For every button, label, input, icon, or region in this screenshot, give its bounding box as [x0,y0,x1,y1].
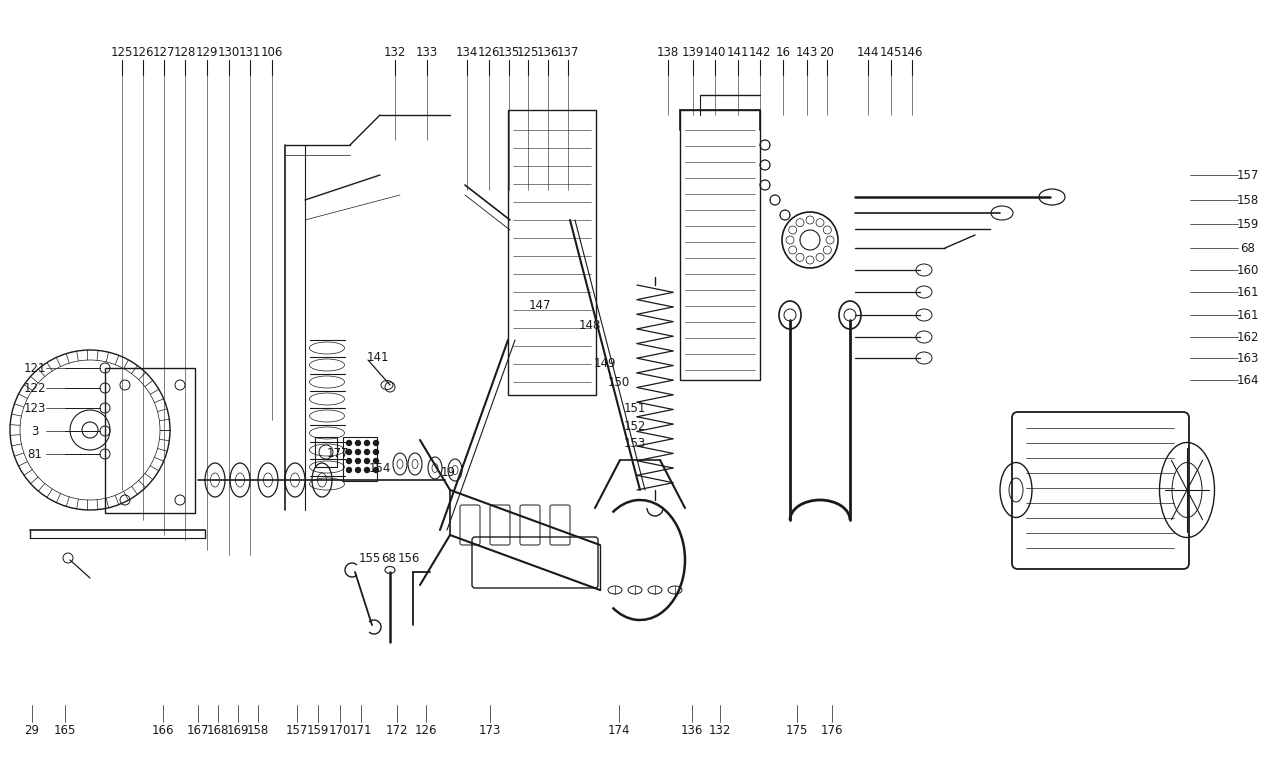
Circle shape [347,440,352,446]
Text: 133: 133 [416,45,438,58]
Circle shape [365,467,370,473]
Text: 155: 155 [358,552,381,565]
Text: 132: 132 [384,45,406,58]
Text: 20: 20 [819,45,835,58]
Text: 131: 131 [239,45,261,58]
Text: 122: 122 [24,382,46,394]
Text: 19: 19 [440,466,456,478]
Text: 177: 177 [326,446,349,460]
Text: 68: 68 [1240,241,1256,255]
Text: 123: 123 [24,401,46,414]
Text: 106: 106 [261,45,283,58]
Circle shape [356,440,361,446]
Text: 127: 127 [152,45,175,58]
Text: 174: 174 [608,724,630,736]
Text: 159: 159 [307,724,329,736]
Text: 141: 141 [727,45,749,58]
Text: 168: 168 [207,724,229,736]
Text: 126: 126 [415,724,438,736]
Circle shape [347,467,352,473]
Text: 139: 139 [682,45,704,58]
Text: 164: 164 [1236,373,1260,386]
Text: 132: 132 [709,724,731,736]
Text: 149: 149 [594,357,616,369]
Text: 125: 125 [111,45,133,58]
Text: 171: 171 [349,724,372,736]
Text: 29: 29 [24,724,40,736]
Text: 148: 148 [579,319,602,332]
Text: 140: 140 [704,45,726,58]
Text: 3: 3 [31,425,38,438]
Text: 81: 81 [28,447,42,460]
Text: 173: 173 [479,724,502,736]
Text: 170: 170 [329,724,351,736]
Text: 136: 136 [681,724,703,736]
Text: 153: 153 [623,436,646,449]
Text: 157: 157 [285,724,308,736]
Text: 154: 154 [369,461,392,474]
Text: 172: 172 [385,724,408,736]
Circle shape [374,459,379,464]
Text: 134: 134 [456,45,479,58]
Text: 158: 158 [247,724,269,736]
Text: 16: 16 [776,45,791,58]
Text: 125: 125 [517,45,539,58]
Text: 128: 128 [174,45,196,58]
Circle shape [347,459,352,464]
Text: 159: 159 [1236,217,1260,231]
Circle shape [356,467,361,473]
Text: 175: 175 [786,724,808,736]
Circle shape [347,449,352,454]
Text: 144: 144 [856,45,879,58]
Circle shape [365,449,370,454]
Circle shape [374,449,379,454]
Text: 161: 161 [1236,285,1260,298]
Text: 160: 160 [1236,263,1260,277]
Text: 141: 141 [367,351,389,364]
Circle shape [356,449,361,454]
Text: 137: 137 [557,45,579,58]
Circle shape [374,440,379,446]
Text: 156: 156 [398,552,420,565]
Text: 147: 147 [529,298,552,312]
Text: 166: 166 [152,724,174,736]
Circle shape [365,459,370,464]
Text: 136: 136 [536,45,559,58]
Text: 142: 142 [749,45,772,58]
Text: 162: 162 [1236,330,1260,344]
Text: 146: 146 [901,45,923,58]
Circle shape [365,440,370,446]
Circle shape [356,459,361,464]
Text: 167: 167 [187,724,209,736]
Text: 161: 161 [1236,308,1260,322]
Text: 165: 165 [54,724,77,736]
Text: 151: 151 [623,401,646,414]
Text: 158: 158 [1236,193,1260,206]
Text: 143: 143 [796,45,818,58]
Text: 145: 145 [879,45,902,58]
Text: 150: 150 [608,375,630,389]
Text: 126: 126 [477,45,500,58]
Text: 129: 129 [196,45,219,58]
Text: 152: 152 [623,420,646,432]
Text: 130: 130 [218,45,241,58]
Text: 135: 135 [498,45,520,58]
Text: 68: 68 [381,552,397,565]
Circle shape [374,467,379,473]
Text: 138: 138 [657,45,680,58]
Text: 169: 169 [227,724,250,736]
Text: 126: 126 [132,45,155,58]
Text: 121: 121 [24,361,46,375]
Text: 176: 176 [820,724,844,736]
Text: 157: 157 [1236,168,1260,182]
Text: 163: 163 [1236,351,1260,365]
